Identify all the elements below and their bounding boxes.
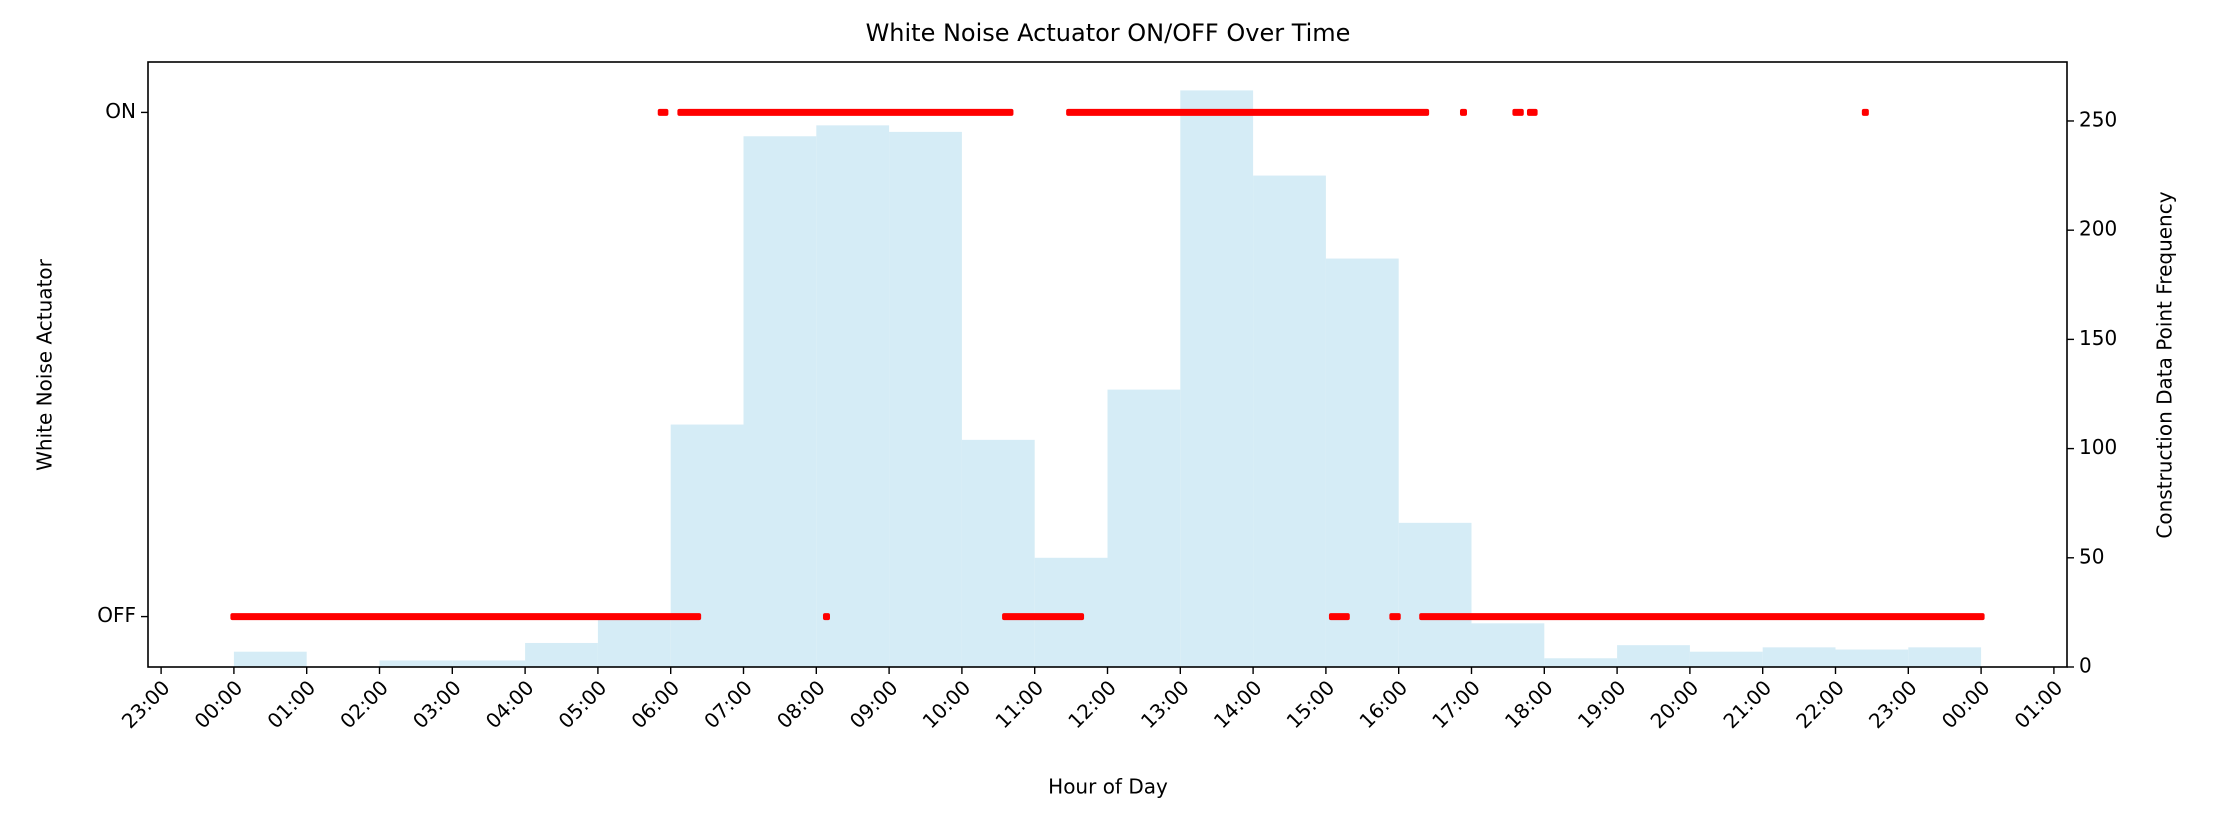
x-tick-label: 19:00: [1573, 675, 1631, 733]
histogram-bar: [1617, 645, 1690, 667]
histogram-bar: [961, 439, 1035, 667]
histogram-bar: [597, 614, 671, 667]
x-tick-label: 21:00: [1718, 675, 1776, 733]
histogram-bar: [1253, 175, 1326, 667]
x-tick-label: 23:00: [1864, 675, 1922, 733]
histogram-bar: [670, 424, 744, 667]
x-tick-label: 23:00: [117, 675, 175, 733]
x-tick-label: 06:00: [626, 675, 684, 733]
x-tick-label: 16:00: [1354, 675, 1412, 733]
y2-tick-label: 250: [2079, 107, 2117, 131]
histogram-bar: [1471, 623, 1545, 667]
y2-tick-label: 0: [2079, 654, 2092, 678]
y-axis-label: White Noise Actuator: [33, 258, 57, 471]
histogram-bar: [379, 660, 453, 667]
state-run: [1328, 613, 1350, 621]
histogram-bar: [1689, 651, 1763, 667]
state-run: [1066, 108, 1430, 116]
x-tick-label: 04:00: [481, 675, 539, 733]
y-tick-label: ON: [105, 99, 136, 123]
histogram-bar: [452, 660, 526, 667]
histogram-bar: [816, 125, 890, 667]
x-tick-label: 17:00: [1427, 675, 1485, 733]
histogram-bar: [233, 651, 307, 667]
histogram-bar: [1835, 649, 1909, 667]
x-tick-label: 15:00: [1282, 675, 1340, 733]
state-run: [1419, 613, 1985, 621]
state-run: [1389, 613, 1401, 621]
state-run: [1512, 108, 1524, 116]
x-tick-label: 01:00: [2010, 675, 2068, 733]
y-tick-label: OFF: [97, 603, 136, 627]
x-tick-label: 20:00: [1646, 675, 1704, 733]
y2-tick-label: 50: [2079, 544, 2104, 568]
x-tick-label: 03:00: [408, 675, 466, 733]
x-tick-label: 00:00: [1937, 675, 1995, 733]
x-tick-label: 10:00: [918, 675, 976, 733]
x-tick-label: 18:00: [1500, 675, 1558, 733]
x-tick-label: 00:00: [190, 675, 248, 733]
x-tick-label: 12:00: [1063, 675, 1121, 733]
y2-tick-label: 200: [2079, 217, 2117, 241]
state-run: [1861, 108, 1869, 116]
x-tick-label: 22:00: [1791, 675, 1849, 733]
x-tick-label: 07:00: [699, 675, 757, 733]
state-run: [657, 108, 669, 116]
histogram-bar: [889, 131, 962, 667]
x-tick-label: 01:00: [262, 675, 320, 733]
x-tick-label: 02:00: [335, 675, 393, 733]
y2-tick-label: 100: [2079, 435, 2117, 459]
state-run: [1459, 108, 1467, 116]
x-axis-label: Hour of Day: [1048, 775, 1168, 799]
x-tick-label: 13:00: [1136, 675, 1194, 733]
state-run: [230, 613, 702, 621]
histogram-bar: [1180, 90, 1254, 668]
x-tick-label: 05:00: [554, 675, 612, 733]
histogram-bar: [1398, 522, 1472, 667]
histogram-bar: [743, 136, 817, 667]
y2-axis-label: Construction Data Point Frequency: [2153, 191, 2177, 538]
x-tick-label: 08:00: [772, 675, 830, 733]
histogram-bar: [1544, 658, 1618, 667]
histogram-bar: [525, 642, 598, 667]
y2-tick-label: 150: [2079, 326, 2117, 350]
state-run: [677, 108, 1014, 116]
histogram-bar: [1107, 389, 1181, 667]
histogram-bar: [1325, 258, 1399, 667]
state-run: [1526, 108, 1538, 116]
state-run: [822, 613, 830, 621]
x-tick-label: 11:00: [990, 675, 1048, 733]
histogram-bar: [1034, 557, 1108, 667]
histogram-bar: [1762, 647, 1836, 667]
chart-title: White Noise Actuator ON/OFF Over Time: [866, 19, 1351, 47]
x-tick-label: 09:00: [845, 675, 903, 733]
x-tick-label: 14:00: [1209, 675, 1267, 733]
state-run: [1002, 613, 1085, 621]
histogram-bar: [1908, 647, 1982, 667]
